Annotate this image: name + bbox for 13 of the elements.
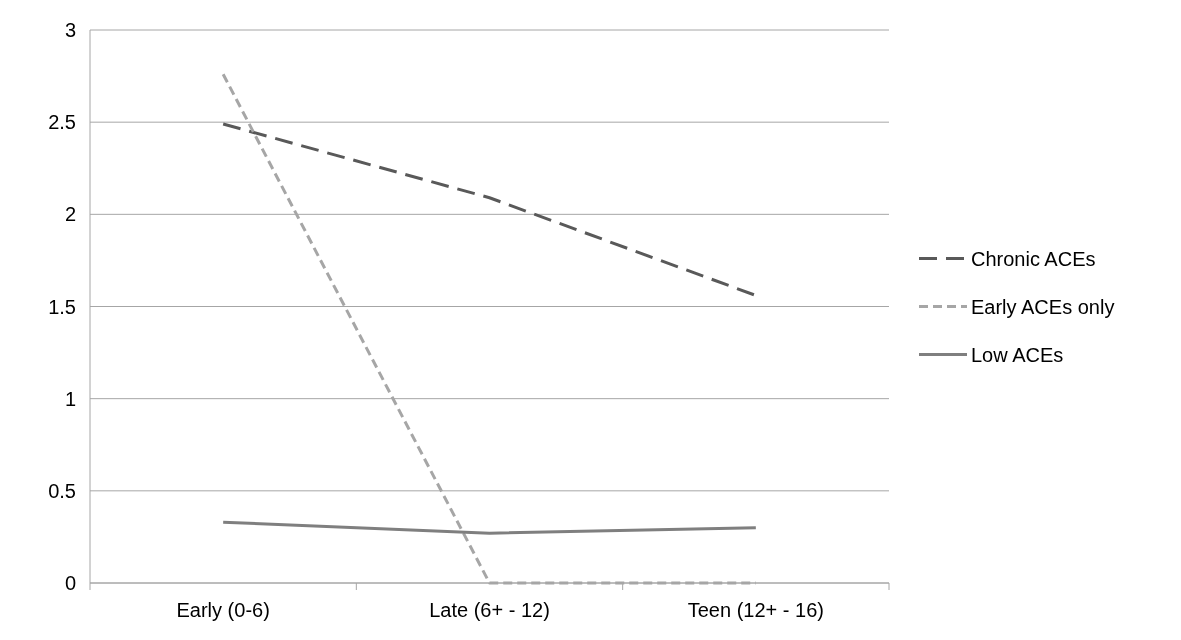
y-tick-label: 0 <box>64 572 76 594</box>
y-tick-label: 0.5 <box>48 479 76 502</box>
x-tick-label: Early (0-6) <box>176 599 270 621</box>
y-tick-label: 2 <box>64 203 76 226</box>
legend-label: Chronic ACEs <box>971 247 1096 270</box>
x-tick-label: Teen (12+ - 16) <box>687 599 824 621</box>
y-tick-label: 3 <box>64 19 76 41</box>
legend-label: Low ACEs <box>971 343 1064 366</box>
legend-label: Early ACEs only <box>971 295 1115 318</box>
y-tick-label: 1.5 <box>48 295 76 318</box>
x-tick-label: Late (6+ - 12) <box>429 599 550 621</box>
y-tick-label: 2.5 <box>48 111 76 134</box>
y-tick-label: 1 <box>64 387 76 410</box>
